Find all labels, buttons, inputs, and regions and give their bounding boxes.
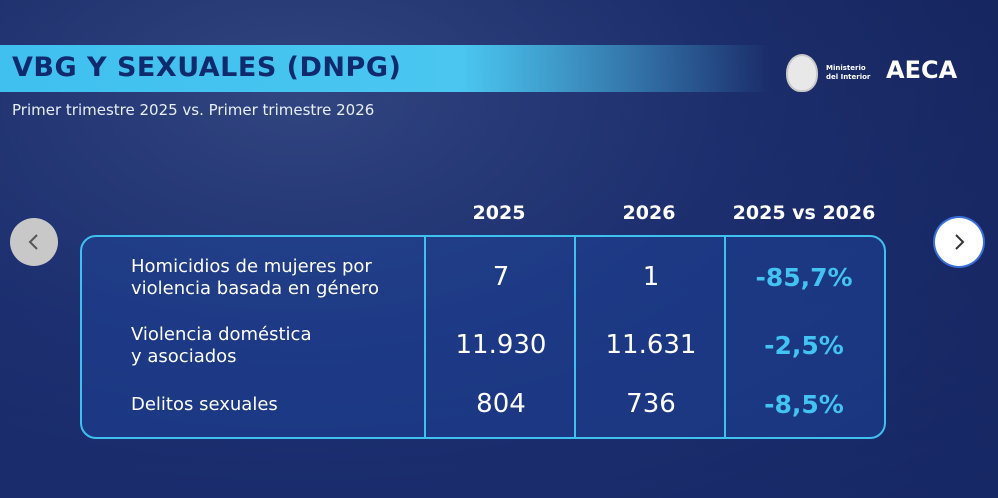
cell-value: 11.631: [605, 330, 697, 360]
divider: [724, 235, 726, 439]
prev-icon: [28, 234, 38, 250]
column-header: 2026: [622, 202, 676, 224]
cell-value: 736: [626, 389, 676, 419]
row-label: Homicidios de mujeres por violencia basa…: [131, 256, 380, 299]
next-icon: [955, 234, 965, 250]
row-label: Violencia doméstica y asociados: [131, 324, 312, 367]
row-label: Delitos sexuales: [131, 394, 278, 415]
ministry-logo: Ministerio del Interior: [786, 54, 870, 92]
cell-value: 11.930: [455, 330, 547, 360]
seal: [786, 54, 818, 92]
cell-change: -85,7%: [755, 263, 853, 292]
table-box: [80, 235, 886, 439]
cell-value: 804: [476, 389, 526, 419]
title-bar: [0, 45, 770, 92]
cell-value: 1: [642, 262, 660, 292]
title: VBG Y SEXUALES (DNPG): [12, 52, 402, 83]
cell-change: -8,5%: [764, 390, 844, 419]
cell-change: -2,5%: [764, 331, 844, 360]
next-button[interactable]: [935, 218, 983, 266]
prev-button[interactable]: [10, 218, 58, 266]
logo-text: Ministerio del Interior: [826, 64, 871, 81]
cell-value: 7: [492, 262, 510, 292]
subtitle: Primer trimestre 2025 vs. Primer trimest…: [12, 101, 375, 119]
aeca-logo: AECA: [886, 56, 958, 84]
column-header: 2025: [472, 202, 526, 224]
divider: [424, 235, 426, 439]
column-header: 2025 vs 2026: [732, 202, 876, 224]
divider: [574, 235, 576, 439]
